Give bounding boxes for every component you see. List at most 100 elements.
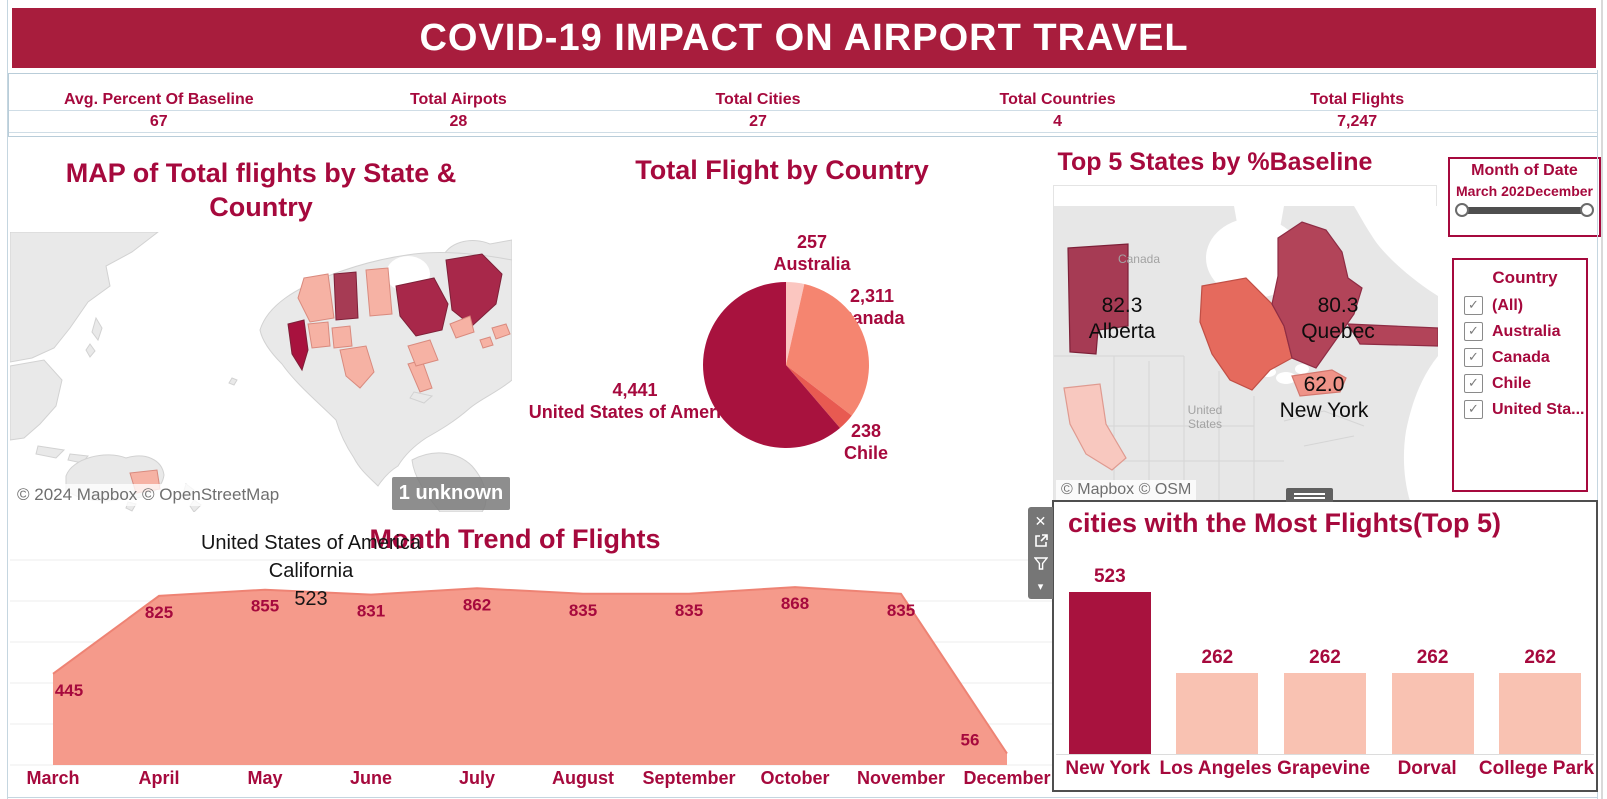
top5-region-ontario[interactable]: [1199, 277, 1293, 391]
bar-category-label: College Park: [1478, 758, 1595, 779]
area-month-label-june: June: [350, 768, 392, 788]
area-value-label: 855: [251, 597, 279, 616]
area-value-label: 56: [961, 731, 980, 750]
area-value-label: 862: [463, 595, 491, 614]
bar-category-label: Dorval: [1397, 758, 1457, 779]
bar-category-label: Grapevine: [1277, 758, 1371, 779]
pie-label-chile: 238 Chile: [843, 421, 888, 463]
map-region-colorado[interactable]: [331, 325, 353, 349]
window-edge: [1601, 0, 1603, 799]
country-option-united-states[interactable]: ✓ United Sta...: [1464, 400, 1586, 419]
area-month-label-november: November: [857, 768, 945, 788]
panel-toolbar: ✕ ▾: [1028, 507, 1053, 599]
flights-by-state-map[interactable]: United States of America California 523 …: [10, 232, 512, 610]
map-region-southeast[interactable]: [407, 339, 439, 367]
area-series[interactable]: [53, 587, 1007, 765]
kpi-value-total-airports: 28: [449, 113, 468, 130]
annotation-state: California: [268, 560, 354, 582]
bar-value-label: 523: [1093, 566, 1126, 587]
bar[interactable]: [1176, 673, 1259, 754]
map-region-new-england[interactable]: [449, 315, 475, 339]
pie-label-usa: 4,441 United States of America: [528, 380, 742, 422]
top5-region-new-york[interactable]: [1291, 369, 1347, 397]
map-region-maritimes[interactable]: [491, 323, 511, 340]
map-region-california[interactable]: [287, 319, 309, 372]
bar[interactable]: [1283, 673, 1366, 754]
map-annotation: United States of America California 523: [156, 529, 466, 613]
slider-track[interactable]: [1462, 207, 1587, 214]
unknown-values-badge[interactable]: 1 unknown: [392, 477, 510, 510]
map-region-alberta[interactable]: [333, 271, 359, 321]
map-region-ontario[interactable]: [395, 277, 449, 337]
bar[interactable]: [1499, 673, 1582, 754]
checkbox-icon[interactable]: ✓: [1464, 322, 1483, 341]
dashboard-right-edge: [1597, 70, 1598, 799]
bar-column-new-york: 523: [1056, 548, 1164, 754]
top5-states-map[interactable]: © Mapbox © OSM: [1053, 185, 1438, 501]
checkbox-icon[interactable]: ✓: [1464, 296, 1483, 315]
pie-chart[interactable]: [699, 278, 873, 452]
checkbox-icon[interactable]: ✓: [1464, 374, 1483, 393]
state-label-quebec: 80.3 Quebec: [1301, 294, 1375, 343]
kpi-value-total-cities: 27: [749, 113, 767, 130]
state-label-new-york: 62.0 New York: [1279, 373, 1369, 422]
area-value-label: 831: [357, 602, 385, 621]
bar-category-label: New York: [1065, 758, 1151, 779]
slider-handle-start[interactable]: [1455, 203, 1469, 217]
kpi-label-avg-percent-baseline: Avg. Percent Of Baseline: [63, 91, 254, 108]
top5-region-quebec[interactable]: [1271, 221, 1363, 369]
osm-attribution: © Mapbox © OSM: [1056, 480, 1197, 500]
pie-slice-canada[interactable]: [786, 284, 869, 416]
map-region-quebec[interactable]: [445, 253, 503, 327]
bar-value-label: 262: [1201, 647, 1234, 668]
basemap-label-united-states: United States: [1187, 403, 1223, 431]
export-icon[interactable]: [1032, 534, 1049, 552]
checkbox-icon[interactable]: ✓: [1464, 348, 1483, 367]
top5-region-gaspe[interactable]: [1346, 323, 1438, 347]
kpi-header-row: Avg. Percent Of Baseline Total Airpots T…: [9, 89, 1597, 111]
country-filter-title: Country: [1492, 268, 1558, 287]
panel-drag-handle[interactable]: [1286, 488, 1333, 502]
map-region-texas[interactable]: [339, 345, 375, 389]
map-region-maritimes-2[interactable]: [479, 336, 494, 349]
world-map-graphic: [10, 232, 512, 512]
country-option-all[interactable]: ✓ (All): [1464, 296, 1586, 315]
bar[interactable]: [1068, 592, 1151, 754]
month-range-slider[interactable]: [1455, 202, 1594, 218]
basemap-label-canada: Canada: [1117, 252, 1161, 266]
filter-funnel-icon[interactable]: [1032, 556, 1049, 574]
top5-region-alberta[interactable]: [1067, 243, 1129, 355]
annotation-value: 523: [294, 588, 328, 610]
map-region-nevada-utah[interactable]: [307, 321, 331, 349]
caret-down-icon[interactable]: ▾: [1037, 581, 1044, 593]
month-filter: Month of Date March 202 December: [1448, 157, 1601, 237]
country-option-australia[interactable]: ✓ Australia: [1464, 322, 1586, 341]
month-filter-range: March 202 December: [1456, 183, 1593, 199]
area-value-label: 835: [569, 601, 597, 620]
bar-category-label: Los Angeles: [1159, 758, 1272, 779]
kpi-label-total-airports: Total Airpots: [409, 91, 507, 108]
area-month-label-july: July: [459, 768, 495, 788]
bar-column-college-park: 262: [1486, 548, 1594, 754]
top5-map-title: Top 5 States by %Baseline: [1057, 148, 1373, 176]
pie-slice-australia[interactable]: [786, 282, 805, 365]
close-icon[interactable]: ✕: [1034, 513, 1047, 529]
area-value-label: 825: [145, 603, 173, 622]
pie-slice-united-states-of-america[interactable]: [703, 282, 841, 448]
dashboard-left-edge: [7, 0, 8, 799]
pie-slice-chile[interactable]: [786, 365, 852, 429]
top5-region-california[interactable]: [1063, 383, 1127, 471]
area-month-label-april: April: [138, 768, 179, 788]
kpi-value-row: 67 28 27 4 7,247: [9, 111, 1597, 133]
country-option-chile[interactable]: ✓ Chile: [1464, 374, 1586, 393]
area-month-label-august: August: [552, 768, 614, 788]
map-region-manitoba[interactable]: [365, 267, 393, 317]
country-option-canada[interactable]: ✓ Canada: [1464, 348, 1586, 367]
checkbox-icon[interactable]: ✓: [1464, 400, 1483, 419]
map-region-british-columbia[interactable]: [297, 273, 335, 323]
kpi-value-total-countries: 4: [1053, 113, 1063, 130]
slider-handle-end[interactable]: [1580, 203, 1594, 217]
bar[interactable]: [1391, 673, 1474, 754]
bar-chart[interactable]: 523 262 262 262 262: [1056, 548, 1594, 755]
